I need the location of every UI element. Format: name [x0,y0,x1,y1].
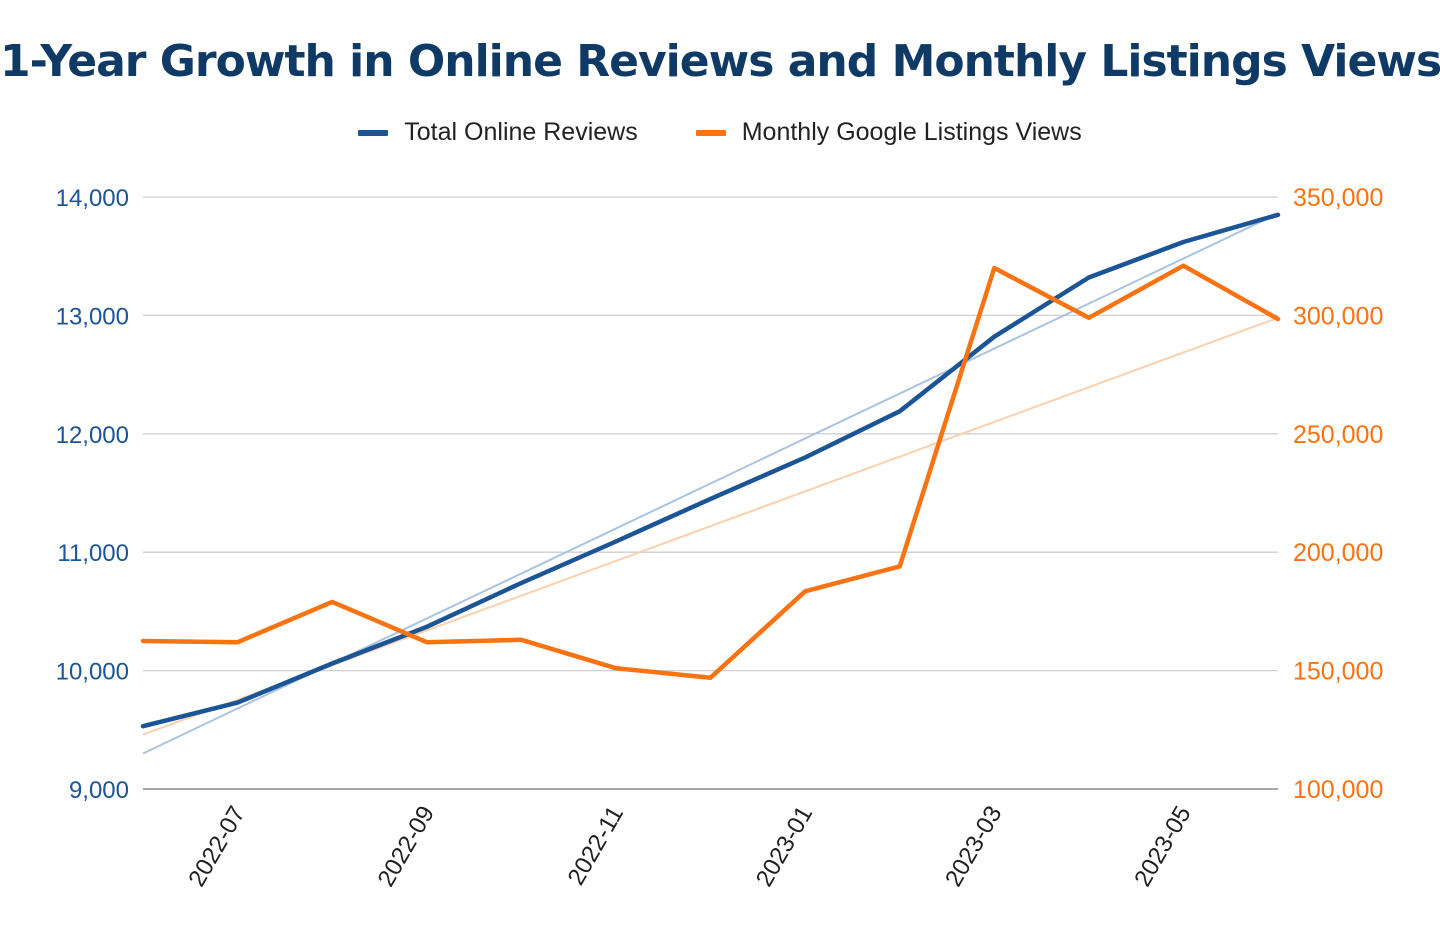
y-right-tick-label: 300,000 [1293,302,1383,330]
legend-item-views: Monthly Google Listings Views [695,118,1082,147]
legend-swatch-reviews [358,129,389,136]
legend-label-views: Monthly Google Listings Views [741,118,1082,146]
y-right-tick-label: 350,000 [1293,184,1383,212]
y-right-tick-label: 150,000 [1293,658,1383,686]
chart-legend: Total Online Reviews Monthly Google List… [0,118,1440,147]
y-right-tick-label: 250,000 [1293,421,1383,449]
y-left-tick-label: 10,000 [56,659,129,686]
gridlines [143,196,1278,790]
y-left-tick-label: 12,000 [56,422,129,449]
x-tick-label: 2022-09 [373,802,440,892]
x-tick-label: 2023-03 [940,802,1007,892]
legend-swatch-views [695,129,726,136]
legend-label-reviews: Total Online Reviews [404,118,638,146]
x-tick-label: 2022-11 [563,802,630,890]
y-left-tick-label: 11,000 [57,540,129,567]
legend-item-reviews: Total Online Reviews [358,118,638,147]
y-left-tick-label: 14,000 [56,185,129,212]
y-left-tick-label: 13,000 [56,303,129,330]
y-axis-left: 9,000 10,000 11,000 12,000 13,000 14,000 [56,185,129,804]
x-tick-label: 2022-07 [183,802,250,892]
y-right-tick-label: 100,000 [1293,776,1383,804]
x-tick-label: 2023-05 [1129,802,1196,892]
chart-title: 1-Year Growth in Online Reviews and Mont… [0,36,1440,87]
series-line-reviews [140,212,1281,729]
x-tick-label: 2023-01 [751,802,818,892]
x-axis: 2022-07 2022-09 2022-11 2023-01 2023-03 2023-… [183,802,1196,892]
y-right-tick-label: 200,000 [1293,539,1383,567]
series-line-views [140,263,1281,680]
series-lines [140,212,1281,729]
y-axis-right: 100,000 150,000 200,000 250,000 300,000 350,0… [1293,184,1383,804]
y-left-tick-label: 9,000 [69,777,129,804]
